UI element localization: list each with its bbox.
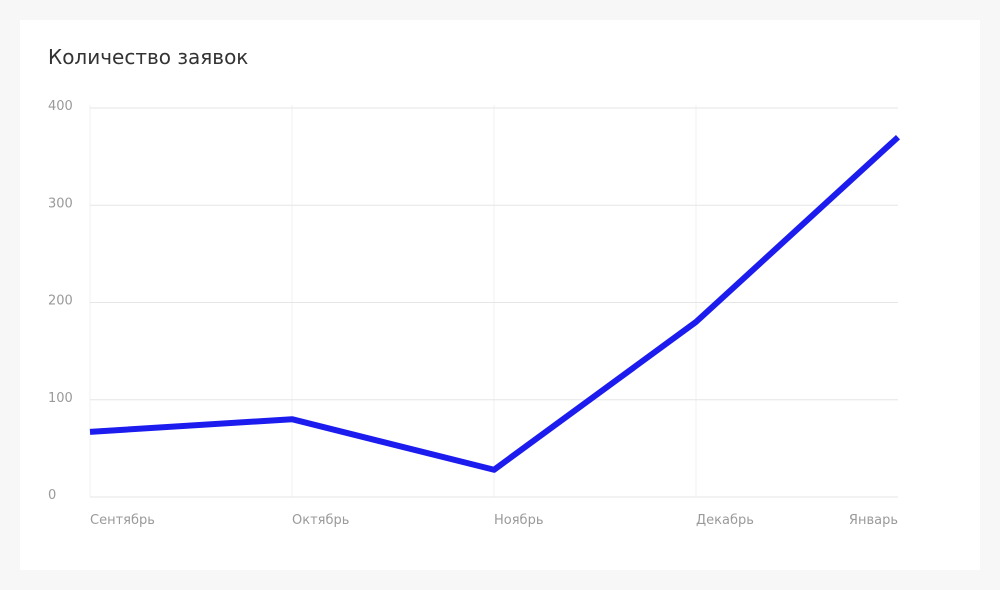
x-tick-label: Январь	[849, 513, 898, 528]
x-tick-label: Ноябрь	[494, 513, 543, 528]
x-tick-label: Сентябрь	[90, 513, 155, 528]
x-tick-label: Декабрь	[696, 513, 754, 528]
y-tick-label: 0	[48, 488, 56, 503]
x-tick-label: Октябрь	[292, 513, 349, 528]
line	[89, 134, 901, 473]
chart-title: Количество заявок	[48, 45, 248, 69]
y-tick-label: 100	[48, 391, 73, 406]
y-tick-label: 400	[48, 99, 73, 114]
card	[20, 20, 980, 570]
y-tick-label: 300	[48, 196, 73, 211]
y-tick-label: 200	[48, 294, 73, 309]
